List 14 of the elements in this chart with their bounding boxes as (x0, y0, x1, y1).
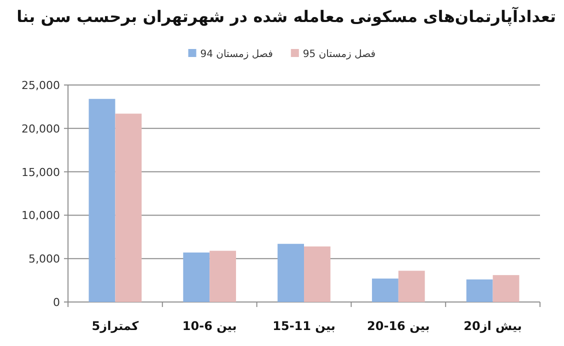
y-tick-label: 0 (53, 296, 60, 309)
x-tick-label: بین 16-20 (367, 319, 430, 333)
title: تعدادآپارتمان‌های مسکونی معامله شده در شهرتهران برحسب سن بنا (16, 7, 556, 26)
x-tick-label: کمتراز5 (92, 319, 139, 333)
y-tick-label: 5,000 (28, 252, 60, 266)
y-tick-label: 15,000 (22, 166, 60, 179)
legend-label: فصل زمستان 95 (302, 49, 376, 60)
y-tick-label: 10,000 (22, 209, 60, 222)
x-tick-label: بین 11-15 (272, 319, 336, 333)
y-tick-label: 25,000 (22, 79, 60, 92)
legend-label: فصل زمستان 94 (200, 49, 274, 60)
x-tick-label: بیش از20 (464, 319, 522, 333)
y-tick-label: 20,000 (22, 122, 60, 136)
x-tick-label: بین 6-10 (182, 319, 237, 333)
